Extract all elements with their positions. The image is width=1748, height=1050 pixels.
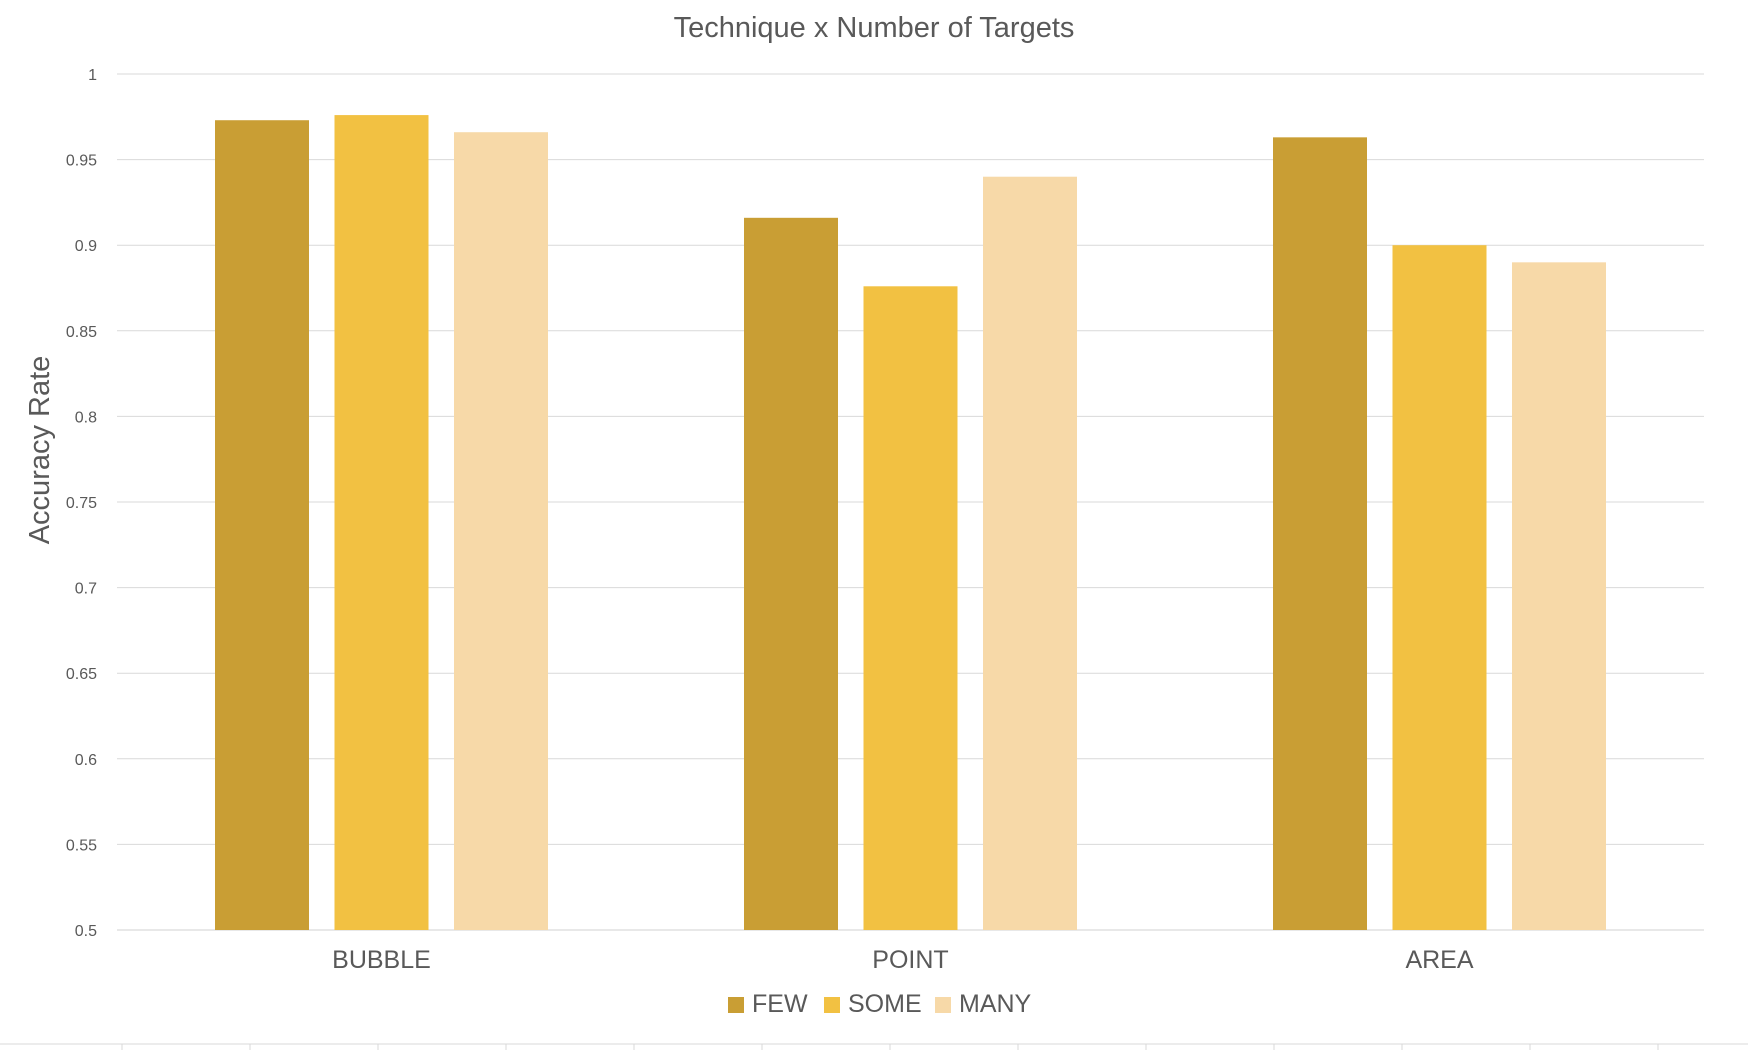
legend-swatch-few [728, 997, 744, 1013]
bar-few-area [1273, 137, 1367, 931]
legend-label-some: SOME [848, 990, 922, 1018]
legend: FEW SOME MANY [728, 990, 1032, 1018]
y-tick-label: 0.6 [75, 752, 97, 769]
bar-some-area [1392, 245, 1487, 930]
y-tick-label: 0.8 [75, 409, 97, 426]
bar-many-point [983, 176, 1077, 931]
y-tick-label: 0.85 [66, 324, 97, 341]
y-tick-label: 0.65 [66, 666, 97, 683]
x-tick-label: AREA [1405, 946, 1473, 974]
legend-swatch-some [824, 997, 840, 1013]
legend-label-many: MANY [959, 990, 1032, 1018]
x-axis-ticks: BUBBLE POINT AREA [332, 946, 1474, 974]
bars [215, 115, 1606, 931]
bar-few-bubble [215, 120, 309, 931]
legend-swatch-many [935, 997, 951, 1013]
bar-many-area [1512, 262, 1606, 930]
y-axis-title: Accuracy Rate [24, 356, 56, 545]
y-tick-label: 0.9 [75, 238, 97, 255]
y-tick-label: 0.75 [66, 495, 97, 512]
y-axis-ticks: 0.5 0.55 0.6 0.65 0.7 0.75 0.8 0.85 0.9 0.95 1 [66, 67, 97, 940]
y-tick-label: 1 [88, 67, 97, 84]
chart-title: Technique x Number of Targets [674, 12, 1075, 44]
chart-frame [0, 1043, 1748, 1050]
bar-few-point [744, 217, 838, 930]
bar-some-point [863, 286, 958, 930]
x-tick-label: BUBBLE [332, 946, 431, 974]
bar-some-bubble [334, 115, 429, 931]
y-tick-label: 0.55 [66, 837, 97, 854]
x-tick-label: POINT [872, 946, 948, 974]
y-tick-label: 0.7 [75, 581, 97, 598]
legend-label-few: FEW [752, 990, 808, 1018]
bar-many-bubble [454, 132, 548, 930]
y-tick-label: 0.5 [75, 923, 97, 940]
y-tick-label: 0.95 [66, 153, 97, 170]
